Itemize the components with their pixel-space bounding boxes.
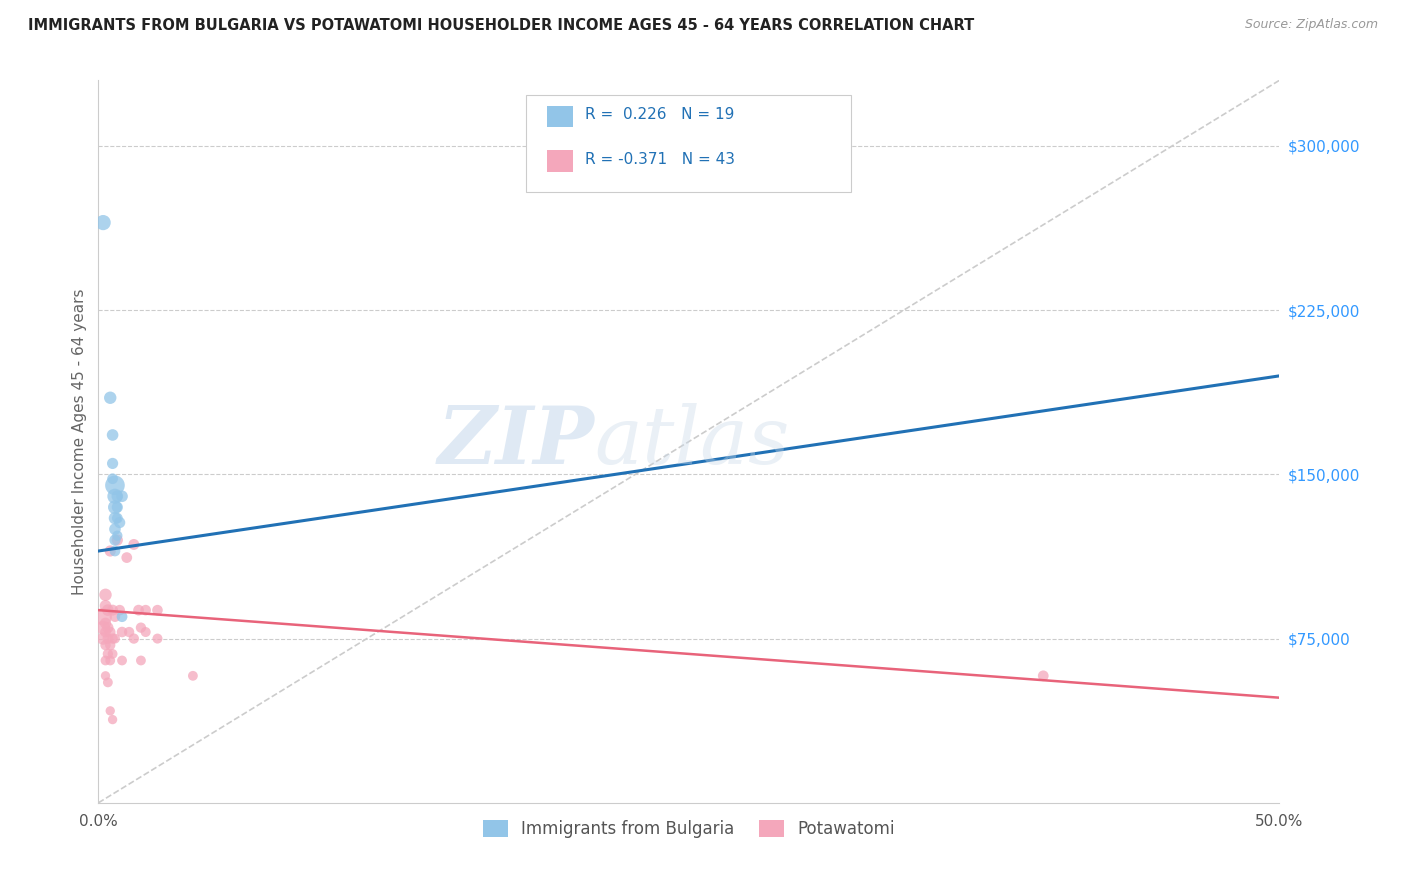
Point — [1032, 669, 1054, 683]
Point — [101, 428, 124, 442]
Point — [135, 625, 157, 640]
Bar — [547, 105, 574, 128]
Point — [94, 638, 117, 652]
Text: R =  0.226   N = 19: R = 0.226 N = 19 — [585, 107, 734, 122]
Point — [97, 647, 120, 661]
Point — [101, 647, 124, 661]
Text: R = -0.371   N = 43: R = -0.371 N = 43 — [585, 153, 735, 168]
FancyBboxPatch shape — [526, 95, 851, 193]
Point — [94, 669, 117, 683]
Point — [98, 653, 121, 667]
Bar — [547, 151, 574, 172]
Point — [115, 550, 138, 565]
Point — [105, 489, 128, 503]
Point — [135, 603, 157, 617]
Point — [91, 216, 114, 230]
Legend: Immigrants from Bulgaria, Potawatomi: Immigrants from Bulgaria, Potawatomi — [477, 814, 901, 845]
Point — [128, 603, 150, 617]
Point — [118, 625, 141, 640]
Point — [104, 522, 127, 536]
Point — [98, 625, 121, 640]
Point — [98, 391, 121, 405]
Point — [111, 489, 134, 503]
Point — [91, 609, 114, 624]
Text: Source: ZipAtlas.com: Source: ZipAtlas.com — [1244, 18, 1378, 31]
Point — [91, 621, 114, 635]
Point — [101, 632, 124, 646]
Point — [122, 632, 145, 646]
Point — [101, 603, 124, 617]
Point — [97, 621, 120, 635]
Point — [94, 588, 117, 602]
Point — [111, 609, 134, 624]
Point — [91, 632, 114, 646]
Point — [105, 500, 128, 515]
Point — [101, 713, 124, 727]
Point — [104, 489, 127, 503]
Point — [98, 638, 121, 652]
Point — [104, 533, 127, 547]
Point — [104, 544, 127, 558]
Point — [108, 603, 131, 617]
Point — [111, 653, 134, 667]
Point — [94, 625, 117, 640]
Point — [94, 599, 117, 613]
Point — [111, 625, 134, 640]
Point — [94, 653, 117, 667]
Point — [104, 500, 127, 515]
Point — [94, 616, 117, 631]
Point — [105, 533, 128, 547]
Point — [97, 675, 120, 690]
Point — [181, 669, 204, 683]
Point — [101, 472, 124, 486]
Y-axis label: Householder Income Ages 45 - 64 years: Householder Income Ages 45 - 64 years — [72, 288, 87, 595]
Point — [105, 529, 128, 543]
Point — [104, 511, 127, 525]
Point — [104, 609, 127, 624]
Point — [105, 511, 128, 525]
Text: ZIP: ZIP — [437, 403, 595, 480]
Point — [129, 621, 152, 635]
Point — [98, 704, 121, 718]
Point — [108, 516, 131, 530]
Point — [98, 544, 121, 558]
Text: atlas: atlas — [595, 403, 790, 480]
Point — [97, 603, 120, 617]
Point — [129, 653, 152, 667]
Point — [122, 537, 145, 551]
Point — [146, 632, 169, 646]
Point — [97, 632, 120, 646]
Point — [101, 457, 124, 471]
Point — [146, 603, 169, 617]
Point — [104, 478, 127, 492]
Point — [104, 632, 127, 646]
Text: IMMIGRANTS FROM BULGARIA VS POTAWATOMI HOUSEHOLDER INCOME AGES 45 - 64 YEARS COR: IMMIGRANTS FROM BULGARIA VS POTAWATOMI H… — [28, 18, 974, 33]
